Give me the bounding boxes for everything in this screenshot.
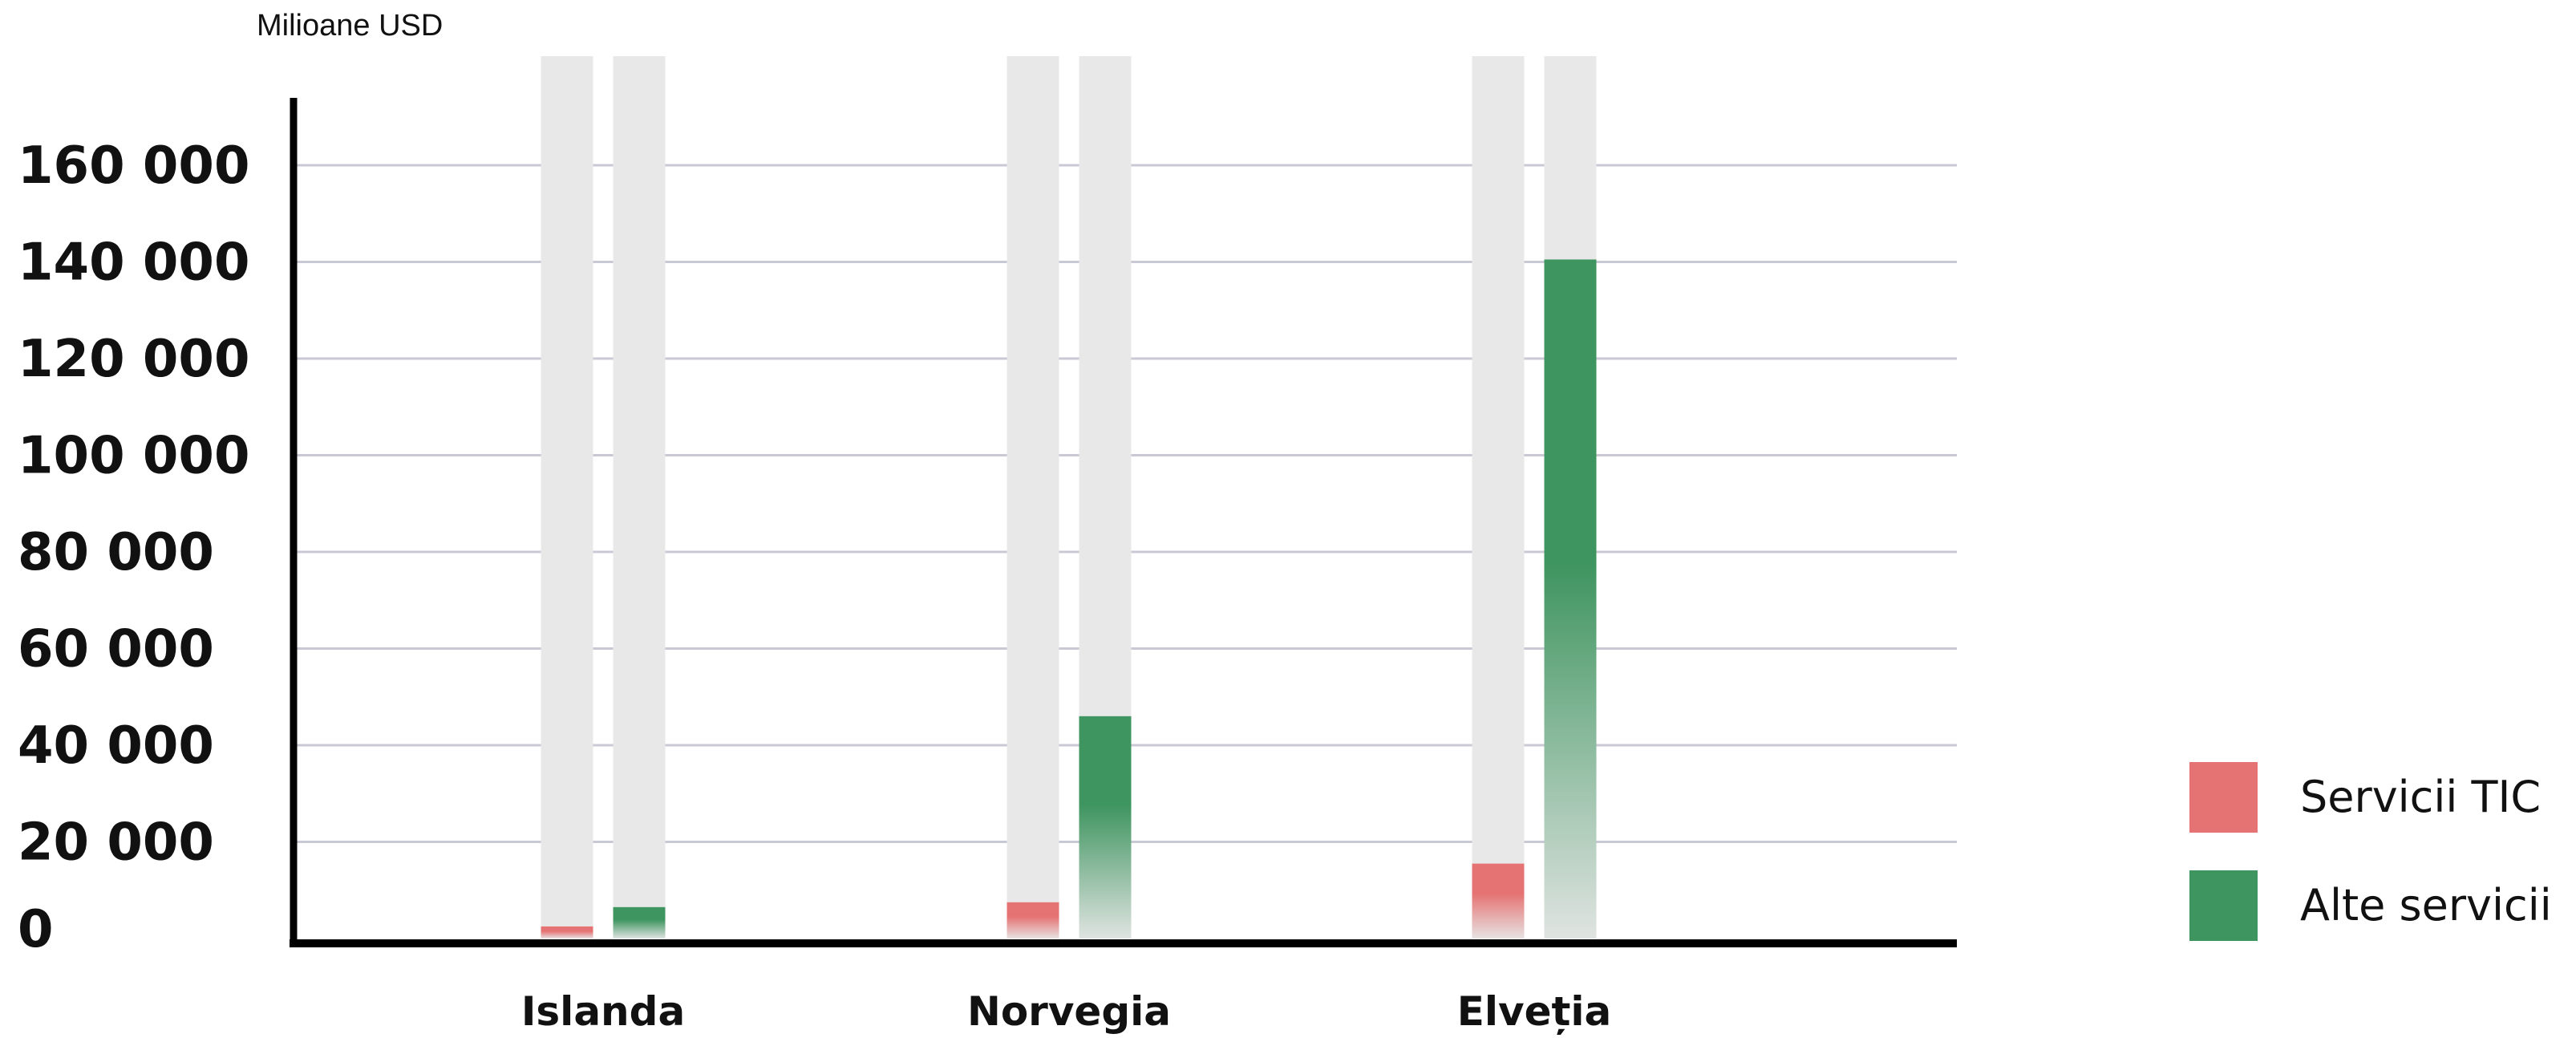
bar-track — [1472, 56, 1525, 939]
bar-track — [1007, 56, 1059, 939]
x-category-label: Norvegia — [967, 988, 1171, 1035]
y-tick-label: 140 000 — [18, 233, 249, 293]
bar — [541, 926, 593, 939]
y-tick-label: 40 000 — [18, 716, 214, 776]
legend-swatch — [2189, 870, 2258, 941]
bar — [1007, 902, 1059, 939]
y-tick-label: 120 000 — [18, 330, 249, 389]
axes — [290, 98, 1957, 947]
y-tick-label: 0 — [18, 900, 54, 959]
legend-item: Alte servicii — [2189, 870, 2552, 941]
legend-item: Servicii TIC — [2189, 762, 2541, 833]
x-category-label: Elveția — [1457, 988, 1612, 1035]
bar — [1544, 259, 1597, 939]
x-category-labels: Islanda Norvegia Elveția — [521, 988, 1611, 1035]
bar-track — [613, 56, 666, 939]
bar — [1472, 863, 1525, 939]
y-tick-label: 100 000 — [18, 427, 249, 486]
bar-track — [541, 56, 593, 939]
y-tick-label: 80 000 — [18, 523, 214, 582]
y-tick-label: 160 000 — [18, 136, 249, 196]
bar-background-tracks — [541, 56, 1597, 939]
legend: Servicii TIC Alte servicii — [2189, 762, 2552, 941]
y-tick-labels: 0 20 000 40 000 60 000 80 000 100 000 120 000 1… — [18, 136, 249, 959]
bar — [1079, 716, 1132, 939]
legend-label: Servicii TIC — [2300, 772, 2541, 822]
y-tick-label: 60 000 — [18, 620, 214, 679]
y-tick-label: 20 000 — [18, 813, 214, 873]
bars — [541, 259, 1597, 939]
y-unit-label: Milioane USD — [257, 9, 443, 43]
legend-label: Alte servicii — [2300, 880, 2552, 931]
bar — [613, 906, 666, 939]
legend-swatch — [2189, 762, 2258, 833]
x-category-label: Islanda — [521, 988, 685, 1035]
